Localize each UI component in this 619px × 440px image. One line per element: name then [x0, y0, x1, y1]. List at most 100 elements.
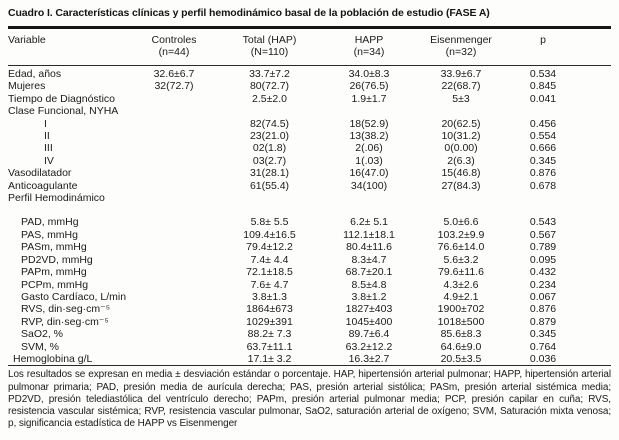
table-row: RVP, din·seg·cm⁻⁵ 1029±391 1045±400 1018±50… — [8, 316, 611, 328]
value-cell: 0.764 — [529, 340, 557, 353]
table-row: Mujeres 32(72.7) 80(72.7) 26(76.5) 22(68.7) 0… — [8, 80, 611, 92]
value-cell — [130, 279, 218, 291]
value-cell: 27(84.3) — [441, 179, 481, 192]
value-cell: 8.5±4.8 — [351, 278, 387, 291]
row-label: PAD, mmHg — [21, 216, 79, 229]
value-cell: 0.041 — [529, 92, 557, 105]
value-cell: 0.876 — [529, 303, 557, 316]
table-row: II 23(21.0) 13(38.2) 10(31.2) 0.554 — [8, 130, 611, 142]
column-header-line1: p — [540, 34, 546, 46]
value-cell: 0.067 — [529, 290, 557, 303]
value-cell: 0.554 — [529, 130, 557, 143]
value-cell — [130, 204, 218, 216]
value-cell: 64.6±9.0 — [440, 340, 482, 353]
value-cell: 0.345 — [529, 328, 557, 341]
value-cell — [130, 155, 218, 167]
value-cell: 0.432 — [529, 266, 557, 279]
value-cell: 03(2.7) — [252, 154, 287, 167]
column-header-line1: Variable — [8, 34, 46, 46]
column-header-line2: (n=44) — [158, 45, 190, 58]
value-cell: 0.876 — [529, 167, 557, 180]
value-cell — [218, 204, 321, 216]
column-header-line1: Eisenmenger — [430, 34, 492, 46]
column-header-line1: Total (HAP) — [242, 34, 297, 46]
value-cell: 33.9±6.7 — [440, 68, 482, 80]
value-cell: 0.678 — [529, 179, 557, 192]
value-cell: 0(0.00) — [444, 142, 478, 155]
value-cell — [130, 316, 218, 328]
value-cell: 85.6±8.3 — [440, 328, 482, 341]
column-header-line2: (N=110) — [250, 45, 289, 58]
value-cell: 76.6±14.0 — [437, 241, 485, 254]
value-cell: 16(47.0) — [349, 167, 389, 180]
table-title: Cuadro I. Características clínicas y per… — [8, 7, 490, 19]
table-row: Perfil Hemodinámico — [8, 192, 611, 204]
value-cell — [218, 192, 321, 204]
table-footnote: Los resultados se expresan en media ± de… — [8, 369, 611, 430]
value-cell — [505, 192, 611, 204]
value-cell — [130, 229, 218, 241]
value-cell: 26(76.5) — [349, 80, 389, 93]
value-cell — [130, 353, 218, 366]
value-cell: 3.8±1.3 — [252, 290, 287, 303]
value-cell — [505, 204, 611, 216]
value-cell: 79.6±11.6 — [438, 266, 484, 279]
value-cell — [130, 167, 218, 179]
value-cell — [321, 192, 417, 204]
row-label: PASm, mmHg — [21, 241, 87, 254]
value-cell: 0.456 — [529, 117, 557, 130]
value-cell: 1045±400 — [345, 315, 393, 328]
value-cell — [417, 192, 505, 204]
value-cell: 7.4± 4.4 — [250, 253, 289, 266]
value-cell: 0.345 — [529, 154, 557, 167]
table-row: RVS, din·seg·cm⁻⁵ 1864±673 1827±403 1900±70… — [8, 303, 611, 315]
value-cell: 2.5±2.0 — [252, 92, 287, 105]
row-label: PCPm, mmHg — [21, 278, 89, 291]
value-cell: 0.543 — [529, 216, 557, 229]
value-cell: 63.7±11.1 — [246, 340, 293, 353]
row-label: Vasodilatador — [8, 167, 72, 180]
header-row: Variable Controles (n=44) Total (HAP) (N=110… — [8, 29, 611, 66]
row-label: PD2VD, mmHg — [21, 253, 93, 266]
value-cell: 18(52.9) — [349, 117, 389, 130]
value-cell — [130, 105, 218, 117]
value-cell: 112.1±18.1 — [343, 228, 395, 241]
value-cell: 80(72.7) — [249, 80, 290, 93]
column-header: Total (HAP) (N=110) — [218, 29, 321, 66]
table-row: PASm, mmHg 79.4±12.2 80.4±11.6 76.6±14.0 0.7… — [8, 241, 611, 253]
value-cell: 0.234 — [529, 278, 557, 291]
row-label: Edad, años — [8, 68, 62, 80]
value-cell: 88.2± 7.3 — [247, 328, 292, 341]
table-row: PAPm, mmHg 72.1±18.5 68.7±20.1 79.6±11.6 0.4… — [8, 266, 611, 278]
table-row: PAD, mmHg 5.8± 5.5 6.2± 5.1 5.0±6.6 0.543 — [8, 216, 611, 228]
table-row: PCPm, mmHg 7.6± 4.7 8.5±4.8 4.3±2.6 0.234 — [8, 279, 611, 291]
value-cell: 17.1± 3.2 — [247, 352, 292, 365]
table-row: Anticoagulante 61(55.4) 34(100) 27(84.3) 0.6… — [8, 180, 611, 192]
value-cell: 0.036 — [529, 352, 557, 365]
value-cell: 16.3±2.7 — [348, 352, 390, 365]
row-label: Hemoglobina g/L — [13, 352, 93, 365]
value-cell — [321, 105, 417, 117]
value-cell: 68.7±20.1 — [345, 266, 393, 279]
value-cell: 31(28.1) — [249, 167, 290, 180]
table-row: Clase Funcional, NYHA — [8, 105, 611, 117]
column-header: Variable — [8, 29, 130, 66]
value-cell: 0.789 — [529, 241, 557, 254]
column-header: HAPP (n=34) — [321, 29, 417, 66]
table-row: SaO2, % 88.2± 7.3 89.7±6.4 85.6±8.3 0.345 — [8, 328, 611, 340]
value-cell: 82(74.5) — [249, 117, 290, 130]
table-row: I 82(74.5) 18(52.9) 20(62.5) 0.456 — [8, 118, 611, 130]
column-header: Controles (n=44) — [130, 29, 218, 66]
value-cell: 63.2±12.2 — [345, 340, 393, 353]
table-body: Edad, años 32.6±6.7 33.7±7.2 34.0±8.3 33.9±6… — [8, 66, 611, 366]
value-cell — [130, 130, 218, 142]
value-cell: 1029±391 — [246, 315, 293, 328]
value-cell — [130, 216, 218, 228]
row-label: PAS, mmHg — [21, 228, 78, 241]
value-cell: 0.567 — [529, 228, 557, 241]
value-cell — [130, 266, 218, 278]
value-cell: 0.879 — [529, 315, 557, 328]
value-cell — [130, 93, 218, 105]
value-cell — [505, 105, 611, 117]
value-cell: 34.0±8.3 — [348, 68, 390, 80]
